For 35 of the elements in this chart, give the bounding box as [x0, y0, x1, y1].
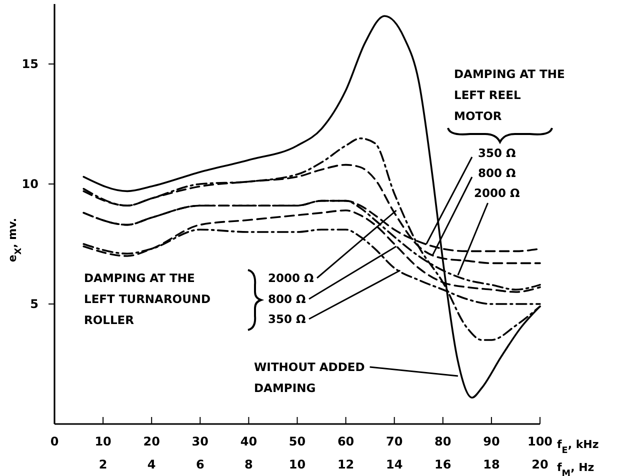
annotation: 2000 Ω — [268, 271, 314, 285]
x-tick-label: 90 — [483, 434, 500, 449]
x-tick-label: 30 — [192, 434, 208, 449]
annotation: 800 Ω — [268, 292, 306, 306]
x-tick-label: 80 — [434, 434, 452, 449]
x-tick-label: 10 — [94, 434, 112, 449]
x-tick-label: 60 — [337, 434, 354, 449]
annotation: 350 Ω — [478, 146, 516, 160]
x-tick-label: 70 — [386, 434, 403, 449]
x2-tick-label: 20 — [532, 458, 548, 472]
x2-tick-label: 10 — [288, 458, 306, 472]
y-tick-label: 5 — [30, 296, 38, 311]
x2-axis-title: f$_{M}$, Hz — [557, 461, 594, 476]
annotation: WITHOUT ADDED DAMPING — [254, 360, 365, 395]
y-tick-label: 10 — [22, 176, 38, 191]
x2-tick-label: 2 — [98, 458, 108, 472]
x-tick-label: 50 — [288, 434, 306, 449]
annotation: DAMPING AT THE LEFT REEL MOTOR — [454, 67, 565, 123]
annotation: 350 Ω — [268, 312, 306, 326]
x2-tick-label: 12 — [337, 458, 354, 472]
x2-tick-label: 16 — [434, 458, 452, 472]
x-tick-label: 20 — [143, 434, 160, 449]
annotation: 800 Ω — [478, 166, 516, 180]
annotation: DAMPING AT THE LEFT TURNAROUND ROLLER — [84, 271, 211, 327]
y-tick-label: 15 — [22, 56, 38, 71]
x2-tick-label: 18 — [483, 458, 500, 472]
x2-tick-label: 4 — [147, 458, 156, 472]
x-tick-label: 100 — [527, 434, 553, 449]
x2-tick-label: 14 — [386, 458, 403, 472]
x2-tick-label: 8 — [244, 458, 253, 472]
x2-tick-label: 6 — [196, 458, 204, 472]
x-axis-title: f$_{E}$, kHz — [557, 438, 599, 456]
x-tick-label: 40 — [240, 434, 258, 449]
x-tick-label: 0 — [50, 434, 59, 449]
annotation: 2000 Ω — [474, 186, 520, 200]
